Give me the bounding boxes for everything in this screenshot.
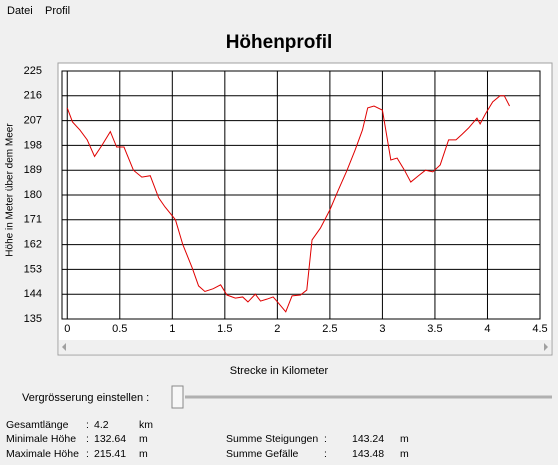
scroll-right[interactable] xyxy=(544,343,548,351)
x-tick-label: 4.5 xyxy=(532,323,547,335)
y-tick-label: 144 xyxy=(24,288,42,300)
menu-profil[interactable]: Profil xyxy=(45,5,70,17)
menu-datei[interactable]: Datei xyxy=(7,5,33,17)
stat-unit: km xyxy=(139,419,153,431)
stat-label: Summe Steigungen xyxy=(226,433,318,445)
stat-sep: : xyxy=(86,448,89,460)
y-axis-label: Höhe in Meter über dem Meer xyxy=(5,123,16,257)
x-tick-label: 3.5 xyxy=(427,323,442,335)
stat-value: 4.2 xyxy=(94,419,109,431)
stat-sep: : xyxy=(86,433,89,445)
y-tick-label: 198 xyxy=(24,139,42,151)
y-tick-label: 171 xyxy=(24,214,42,226)
y-tick-label: 189 xyxy=(24,164,42,176)
h-scrollbar[interactable] xyxy=(59,340,551,354)
chart-title: Höhenprofil xyxy=(226,32,333,53)
x-axis-label: Strecke in Kilometer xyxy=(230,365,329,377)
stat-value: 143.48 xyxy=(352,448,384,460)
slider-thumb[interactable] xyxy=(171,385,184,409)
y-tick-label: 216 xyxy=(24,90,42,102)
stat-label: Gesamtlänge xyxy=(6,419,69,431)
stat-value: 132.64 xyxy=(94,433,126,445)
y-tick-label: 135 xyxy=(24,313,42,325)
stat-value: 143.24 xyxy=(352,433,384,445)
zoom-label: Vergrösserung einstellen : xyxy=(22,392,149,404)
stat-unit: m xyxy=(400,448,409,460)
stat-unit: m xyxy=(139,448,148,460)
stat-value: 215.41 xyxy=(94,448,126,460)
stat-label: Maximale Höhe xyxy=(6,448,79,460)
stat-unit: m xyxy=(139,433,148,445)
y-tick-label: 153 xyxy=(24,263,42,275)
y-tick-label: 225 xyxy=(24,65,42,77)
x-tick-label: 4 xyxy=(484,323,490,335)
stat-label: Summe Gefälle xyxy=(226,448,299,460)
x-tick-label: 3 xyxy=(379,323,385,335)
stat-unit: m xyxy=(400,433,409,445)
x-tick-label: 1 xyxy=(169,323,175,335)
stat-sep: : xyxy=(86,419,89,431)
x-tick-label: 2 xyxy=(274,323,280,335)
y-tick-label: 180 xyxy=(24,189,42,201)
x-tick-label: 2.5 xyxy=(322,323,337,335)
stat-sep: : xyxy=(324,433,327,445)
x-tick-label: 1.5 xyxy=(217,323,232,335)
y-tick-label: 162 xyxy=(24,239,42,251)
stat-label: Minimale Höhe xyxy=(6,433,76,445)
elevation-line xyxy=(66,95,510,313)
y-tick-label: 207 xyxy=(24,115,42,127)
x-tick-label: 0.5 xyxy=(112,323,127,335)
x-tick-label: 0 xyxy=(64,323,70,335)
plot-panel xyxy=(57,62,553,356)
scroll-left[interactable] xyxy=(62,343,66,351)
stat-sep: : xyxy=(324,448,327,460)
